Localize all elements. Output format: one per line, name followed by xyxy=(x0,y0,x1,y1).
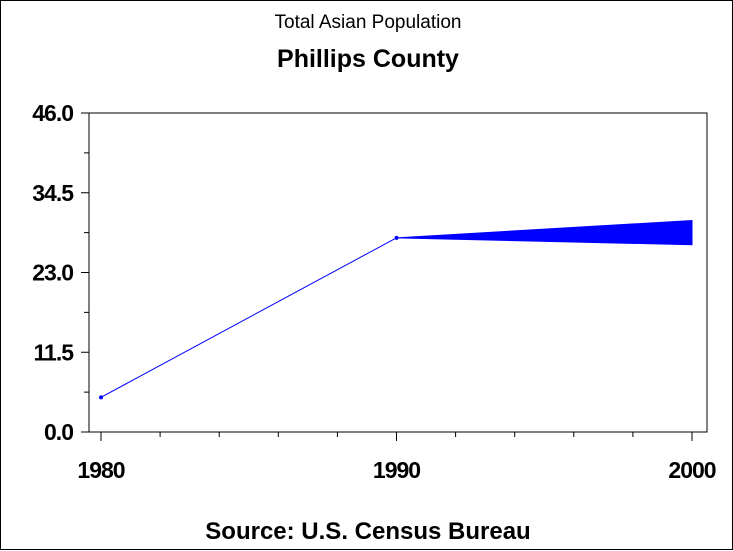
y-tick-label: 0.0 xyxy=(44,419,73,445)
series-line xyxy=(100,237,397,398)
plot-frame xyxy=(88,112,708,433)
x-axis: 1980 1990 2000 xyxy=(77,432,717,483)
range-band xyxy=(396,219,693,246)
chart-title: Total Asian Population xyxy=(275,12,462,33)
y-axis: 0.0 11.5 23.0 34.5 46.0 xyxy=(32,100,89,445)
x-tick-label: 2000 xyxy=(668,457,715,483)
y-tick-label: 46.0 xyxy=(32,100,73,126)
chart-subtitle: Phillips County xyxy=(277,45,459,73)
x-tick-label: 1990 xyxy=(373,457,420,483)
y-tick-label: 11.5 xyxy=(34,339,75,365)
x-tick-label: 1980 xyxy=(77,457,124,483)
series-layer xyxy=(99,219,693,400)
data-point xyxy=(99,395,103,400)
y-tick-label: 23.0 xyxy=(32,260,73,286)
source-note: Source: U.S. Census Bureau xyxy=(205,518,530,545)
y-tick-label: 34.5 xyxy=(32,180,74,206)
